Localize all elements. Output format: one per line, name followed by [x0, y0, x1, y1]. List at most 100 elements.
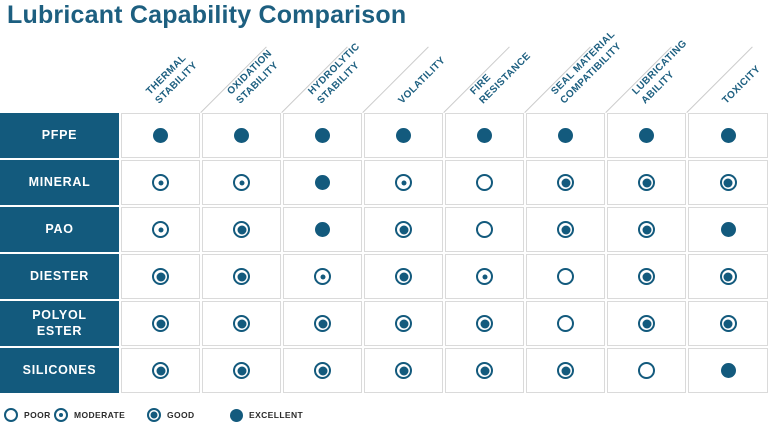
rating-cell-mineral-toxicity	[688, 160, 768, 205]
rating-good-icon	[557, 174, 574, 191]
rating-poor-icon	[638, 362, 655, 379]
rating-poor-icon	[476, 174, 493, 191]
row-header-pao: PAO	[0, 207, 119, 252]
rating-cell-mineral-volatility	[364, 160, 443, 205]
rating-cell-mineral-lubricating-ability	[607, 160, 686, 205]
rating-good-icon	[638, 315, 655, 332]
legend-label: POOR	[24, 410, 51, 420]
rating-cell-diester-seal-material-compatibility	[526, 254, 605, 299]
rating-excellent-icon	[720, 128, 736, 143]
rating-excellent-icon	[558, 128, 573, 143]
rating-excellent-icon	[396, 128, 411, 143]
rating-cell-polyol-ester-toxicity	[688, 301, 768, 346]
rating-cell-diester-lubricating-ability	[607, 254, 686, 299]
rating-good-icon	[395, 362, 412, 379]
column-header-volatility: VOLATILITY	[396, 54, 448, 107]
rating-cell-silicones-toxicity	[688, 348, 768, 393]
rating-cell-diester-fire-resistance	[445, 254, 524, 299]
rating-cell-silicones-fire-resistance	[445, 348, 524, 393]
legend-good-icon	[147, 408, 161, 422]
rating-excellent-icon	[720, 222, 736, 237]
legend-poor-icon	[4, 408, 18, 422]
rating-cell-polyol-ester-fire-resistance	[445, 301, 524, 346]
rating-good-icon	[476, 315, 493, 332]
rating-excellent-icon	[477, 128, 492, 143]
row-header-silicones: SILICONES	[0, 348, 119, 393]
rating-cell-pfpe-fire-resistance	[445, 113, 524, 158]
rating-good-icon	[233, 268, 250, 285]
rating-good-icon	[638, 174, 655, 191]
rating-moderate-icon	[152, 221, 169, 238]
rating-cell-pfpe-seal-material-compatibility	[526, 113, 605, 158]
rating-good-icon	[395, 268, 412, 285]
rating-excellent-icon	[720, 363, 736, 378]
rating-cell-silicones-lubricating-ability	[607, 348, 686, 393]
rating-cell-pao-fire-resistance	[445, 207, 524, 252]
rating-cell-pfpe-oxidation-stability	[202, 113, 281, 158]
column-header-hydrolytic-stability: HYDROLYTIC STABILITY	[306, 41, 363, 107]
rating-cell-pfpe-toxicity	[688, 113, 768, 158]
legend: POOR MODERATE GOOD EXCELLENT	[0, 404, 768, 426]
rating-moderate-icon	[152, 174, 169, 191]
row-header-pfpe: PFPE	[0, 113, 119, 158]
legend-item-moderate: MODERATE	[54, 404, 125, 426]
rating-poor-icon	[557, 315, 574, 332]
rating-excellent-icon	[315, 222, 330, 237]
rating-cell-mineral-oxidation-stability	[202, 160, 281, 205]
rating-cell-mineral-thermal-stability	[121, 160, 200, 205]
rating-moderate-icon	[395, 174, 412, 191]
rating-cell-silicones-volatility	[364, 348, 443, 393]
rating-good-icon	[314, 315, 331, 332]
rating-cell-pao-seal-material-compatibility	[526, 207, 605, 252]
rating-good-icon	[719, 315, 737, 332]
rating-cell-polyol-ester-lubricating-ability	[607, 301, 686, 346]
rating-poor-icon	[557, 268, 574, 285]
rating-excellent-icon	[639, 128, 654, 143]
rating-moderate-icon	[476, 268, 493, 285]
rating-cell-pao-toxicity	[688, 207, 768, 252]
column-header-thermal-stability: THERMAL STABILITY	[144, 52, 200, 107]
rating-good-icon	[638, 221, 655, 238]
rating-good-icon	[152, 315, 169, 332]
rating-poor-icon	[476, 221, 493, 238]
column-header-fire-resistance: FIRE RESISTANCE	[468, 50, 534, 107]
legend-label: GOOD	[167, 410, 195, 420]
rating-cell-diester-volatility	[364, 254, 443, 299]
rating-good-icon	[233, 221, 250, 238]
rating-cell-pao-thermal-stability	[121, 207, 200, 252]
rating-cell-silicones-hydrolytic-stability	[283, 348, 362, 393]
rating-cell-diester-hydrolytic-stability	[283, 254, 362, 299]
rating-good-icon	[395, 221, 412, 238]
column-header-toxicity: TOXICITY	[720, 63, 764, 107]
rating-cell-silicones-thermal-stability	[121, 348, 200, 393]
rating-good-icon	[638, 268, 655, 285]
rating-good-icon	[476, 362, 493, 379]
rating-cell-mineral-seal-material-compatibility	[526, 160, 605, 205]
rating-good-icon	[233, 362, 250, 379]
rating-cell-pfpe-thermal-stability	[121, 113, 200, 158]
legend-excellent-icon	[230, 408, 243, 422]
rating-good-icon	[233, 315, 250, 332]
rating-good-icon	[719, 174, 737, 191]
rating-cell-mineral-hydrolytic-stability	[283, 160, 362, 205]
row-header-polyol-ester: POLYOL ESTER	[0, 301, 119, 346]
rating-excellent-icon	[234, 128, 249, 143]
rating-cell-silicones-oxidation-stability	[202, 348, 281, 393]
legend-item-excellent: EXCELLENT	[230, 404, 303, 426]
rating-cell-diester-thermal-stability	[121, 254, 200, 299]
column-header-seal-material-compatibility: SEAL MATERIAL COMPATIBILITY	[549, 28, 624, 107]
rating-good-icon	[152, 362, 169, 379]
rating-excellent-icon	[153, 128, 168, 143]
row-header-mineral: MINERAL	[0, 160, 119, 205]
rating-excellent-icon	[315, 175, 330, 190]
rating-good-icon	[557, 221, 574, 238]
rating-cell-pfpe-lubricating-ability	[607, 113, 686, 158]
column-headers: THERMAL STABILITY OXIDATION STABILITY HYDR…	[0, 0, 768, 113]
rating-good-icon	[152, 268, 169, 285]
rating-cell-polyol-ester-oxidation-stability	[202, 301, 281, 346]
rating-cell-diester-toxicity	[688, 254, 768, 299]
rating-cell-mineral-fire-resistance	[445, 160, 524, 205]
rating-cell-polyol-ester-volatility	[364, 301, 443, 346]
legend-label: EXCELLENT	[249, 410, 304, 420]
rating-cell-polyol-ester-seal-material-compatibility	[526, 301, 605, 346]
